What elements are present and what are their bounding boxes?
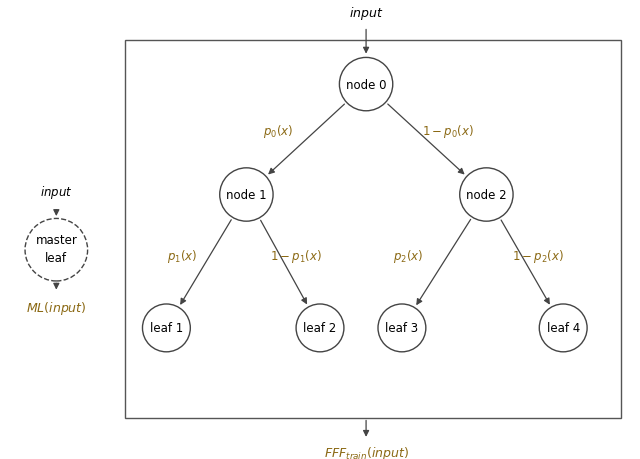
Text: leaf: leaf [45,252,67,265]
Ellipse shape [460,168,513,222]
Ellipse shape [220,168,273,222]
Text: $ML(input)$: $ML(input)$ [26,299,86,316]
Ellipse shape [540,304,587,352]
Text: $1-p_1(x)$: $1-p_1(x)$ [269,248,322,264]
Text: node 2: node 2 [466,189,507,202]
Text: $1-p_2(x)$: $1-p_2(x)$ [511,248,564,264]
Text: $input$: $input$ [40,184,72,201]
Ellipse shape [25,219,88,281]
Text: $FFF_{train}(input)$: $FFF_{train}(input)$ [323,444,409,459]
Text: leaf 3: leaf 3 [385,322,419,335]
Text: $p_2(x)$: $p_2(x)$ [393,248,424,264]
Text: $1-p_0(x)$: $1-p_0(x)$ [422,123,474,139]
Text: leaf 4: leaf 4 [547,322,580,335]
Text: master: master [35,234,77,246]
Ellipse shape [296,304,344,352]
Bar [125,41,621,418]
Text: node 1: node 1 [226,189,267,202]
Text: node 0: node 0 [346,78,387,91]
Text: leaf 1: leaf 1 [150,322,183,335]
Text: $p_0(x)$: $p_0(x)$ [263,123,294,139]
Ellipse shape [143,304,190,352]
Text: $input$: $input$ [349,5,383,22]
Text: $p_1(x)$: $p_1(x)$ [167,248,198,264]
Text: leaf 2: leaf 2 [303,322,337,335]
Ellipse shape [339,58,393,112]
Ellipse shape [378,304,426,352]
